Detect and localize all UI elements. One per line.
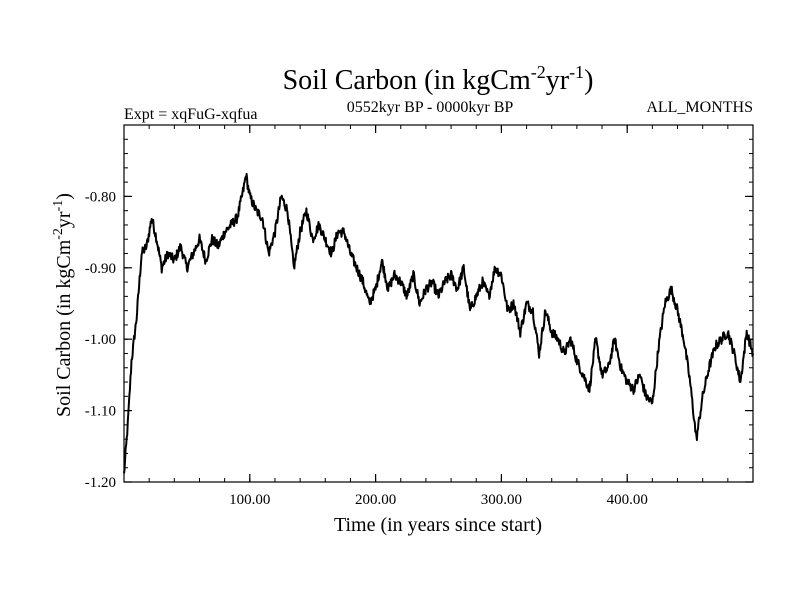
x-tick-label: 400.00 xyxy=(607,492,648,508)
y-axis-title: Soil Carbon (in kgCm-2yr-1) xyxy=(51,193,75,417)
y-axis: -1.20 -1.10 -1.00 -0.90 -0.80 xyxy=(85,124,753,491)
ylabel-end: ) xyxy=(53,193,75,200)
time-range-label: 0552kyr BP - 0000kyr BP xyxy=(347,99,514,116)
title-main: Soil Carbon (in kgCm xyxy=(283,65,531,96)
ylabel-main: Soil Carbon (in kgCm xyxy=(53,239,75,417)
ylabel-sup-2: -1 xyxy=(51,200,66,212)
x-axis: 100.00 200.00 300.00 400.00 xyxy=(123,125,754,508)
soil-carbon-line xyxy=(123,172,754,474)
plot-frame xyxy=(123,124,754,483)
ylabel-sup-1: -2 xyxy=(51,228,66,240)
y-tick-label: -0.90 xyxy=(85,261,116,277)
y-tick-label: -0.80 xyxy=(85,189,116,205)
title-sup-2: -1 xyxy=(569,62,584,82)
title-sup-1: -2 xyxy=(531,62,546,82)
y-tick-label: -1.00 xyxy=(85,332,116,348)
months-label: ALL_MONTHS xyxy=(646,99,753,116)
title-mid: yr xyxy=(546,65,570,96)
x-tick-label: 300.00 xyxy=(481,492,522,508)
ylabel-mid: yr xyxy=(53,211,75,228)
x-axis-title: Time (in years since start) xyxy=(334,514,542,536)
chart-title: Soil Carbon (in kgCm-2yr-1) xyxy=(283,62,594,96)
title-end: ) xyxy=(584,65,593,96)
experiment-label: Expt = xqFuG-xqfua xyxy=(124,106,257,123)
x-tick-label: 100.00 xyxy=(229,492,270,508)
y-tick-label: -1.20 xyxy=(85,475,116,491)
y-tick-label: -1.10 xyxy=(85,404,116,420)
x-tick-label: 200.00 xyxy=(355,492,396,508)
